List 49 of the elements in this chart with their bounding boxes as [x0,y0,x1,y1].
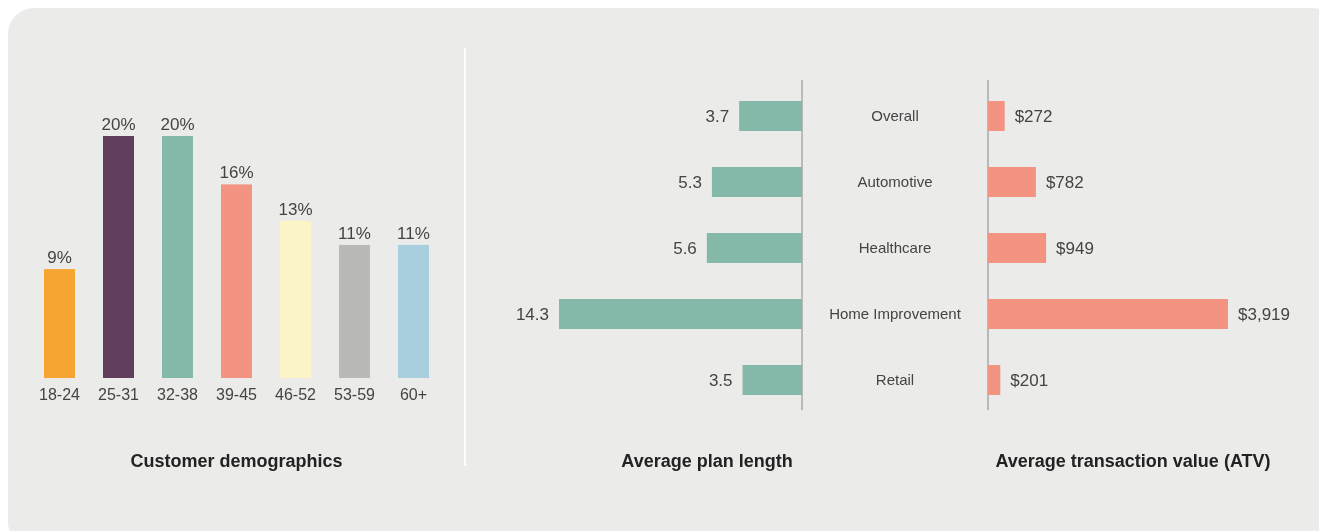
bar [706,233,802,263]
data-label: 20% [160,115,195,134]
x-tick-label: 32-38 [157,386,199,403]
x-tick-label: 53-59 [334,386,376,403]
data-label: 3.7 [705,107,730,126]
bar [559,299,802,329]
bar [988,167,1036,197]
bar [280,220,311,378]
x-tick-label: 25-31 [98,386,140,403]
bar [988,233,1047,263]
data-label: 20% [101,115,136,134]
bar [398,244,429,378]
data-label: $782 [1045,173,1084,192]
data-label: $3,919 [1238,305,1290,324]
data-label: 16% [219,163,254,183]
y-tick-label: Home Improvement [829,305,962,322]
bar [988,365,1001,395]
data-label: 5.6 [673,239,697,258]
bar [988,101,1005,131]
y-tick-label: Healthcare [858,239,932,256]
x-tick-label: 39-45 [216,386,258,403]
bar [739,101,802,131]
bar [742,365,802,395]
x-tick-label: 18-24 [39,386,81,403]
data-label: 11% [397,223,430,243]
y-tick-label: Automotive [857,173,933,190]
y-tick-label: Overall [871,107,919,124]
x-tick-label: 60+ [399,386,428,403]
data-label: 14.3 [515,305,549,324]
data-label: 5.3 [678,173,702,192]
y-tick-label: Retail [875,371,915,388]
data-label: 11% [338,223,371,243]
text: Average plan length [621,451,793,471]
text: Average transaction value (ATV) [995,451,1271,471]
bar [221,184,252,378]
bar [44,269,75,378]
bar [711,167,802,197]
bar [103,136,134,378]
x-tick-label: 46-52 [275,386,317,403]
data-label: 3.5 [708,371,733,390]
bar [162,136,193,378]
bar [988,299,1228,329]
data-label: 9% [47,248,72,268]
data-label: $201 [1010,371,1049,390]
data-label: $272 [1014,107,1053,126]
data-label: $949 [1056,239,1094,258]
bar [339,244,370,378]
text: Customer demographics [130,451,343,471]
data-label: 13% [278,199,313,219]
